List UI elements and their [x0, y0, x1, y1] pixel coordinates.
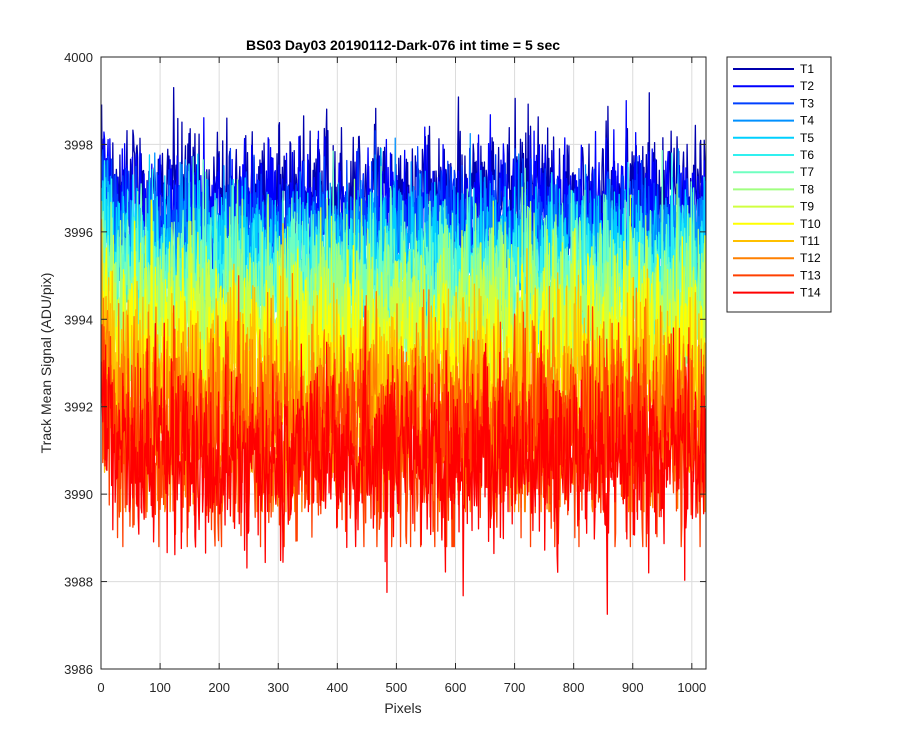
- plot-frame: [100, 56, 707, 670]
- legend-label: T14: [800, 286, 821, 300]
- x-tick-label: 0: [97, 680, 104, 695]
- legend-label: T5: [800, 131, 814, 145]
- x-tick-label: 600: [445, 680, 467, 695]
- legend-label: T4: [800, 114, 814, 128]
- x-tick-label: 100: [149, 680, 171, 695]
- y-axis-label: Track Mean Signal (ADU/pix): [38, 273, 54, 454]
- y-axis: 3986 3988 3990 3992 3994 3996 3998 4000: [64, 50, 706, 677]
- legend-label: T13: [800, 268, 821, 282]
- x-tick-label: 900: [622, 680, 644, 695]
- legend-label: T11: [800, 234, 820, 248]
- x-tick-label: 500: [386, 680, 408, 695]
- legend-label: T10: [800, 217, 821, 231]
- y-tick-label: 3990: [64, 487, 93, 502]
- y-tick-label: 3992: [64, 400, 93, 415]
- legend-label: T9: [800, 200, 814, 214]
- y-tick-label: 3994: [64, 312, 93, 327]
- x-tick-label: 700: [504, 680, 526, 695]
- y-tick-label: 3986: [64, 662, 93, 677]
- chart-title: BS03 Day03 20190112-Dark-076 int time = …: [246, 37, 560, 53]
- series-lines: [101, 86, 706, 615]
- series-line-t14: [101, 305, 706, 615]
- series-line-t13: [101, 275, 706, 548]
- y-tick-label: 3988: [64, 575, 93, 590]
- x-tick-label: 400: [326, 680, 348, 695]
- legend-label: T7: [800, 165, 814, 179]
- x-tick-label: 300: [267, 680, 289, 695]
- legend-label: T3: [800, 96, 814, 110]
- y-tick-label: 3998: [64, 137, 93, 152]
- y-tick-label: 4000: [64, 50, 93, 65]
- legend-label: T6: [800, 148, 814, 162]
- y-tick-label: 3996: [64, 225, 93, 240]
- series-line-t9: [101, 194, 706, 408]
- legend: T1 T2 T3 T4 T5 T6 T7 T8 T9 T10 T11 T12 T13 T14: [726, 56, 832, 313]
- legend-label: T2: [800, 79, 814, 93]
- x-tick-label: 200: [208, 680, 230, 695]
- x-axis-label: Pixels: [384, 700, 421, 716]
- legend-label: T1: [800, 62, 814, 76]
- legend-box: [726, 56, 832, 313]
- x-axis: 0 100 200 300 400 500 600 700 800 900 1000: [97, 57, 706, 695]
- legend-label: T12: [800, 251, 821, 265]
- x-tick-label: 1000: [677, 680, 706, 695]
- x-tick-label: 800: [563, 680, 585, 695]
- legend-label: T8: [800, 182, 814, 196]
